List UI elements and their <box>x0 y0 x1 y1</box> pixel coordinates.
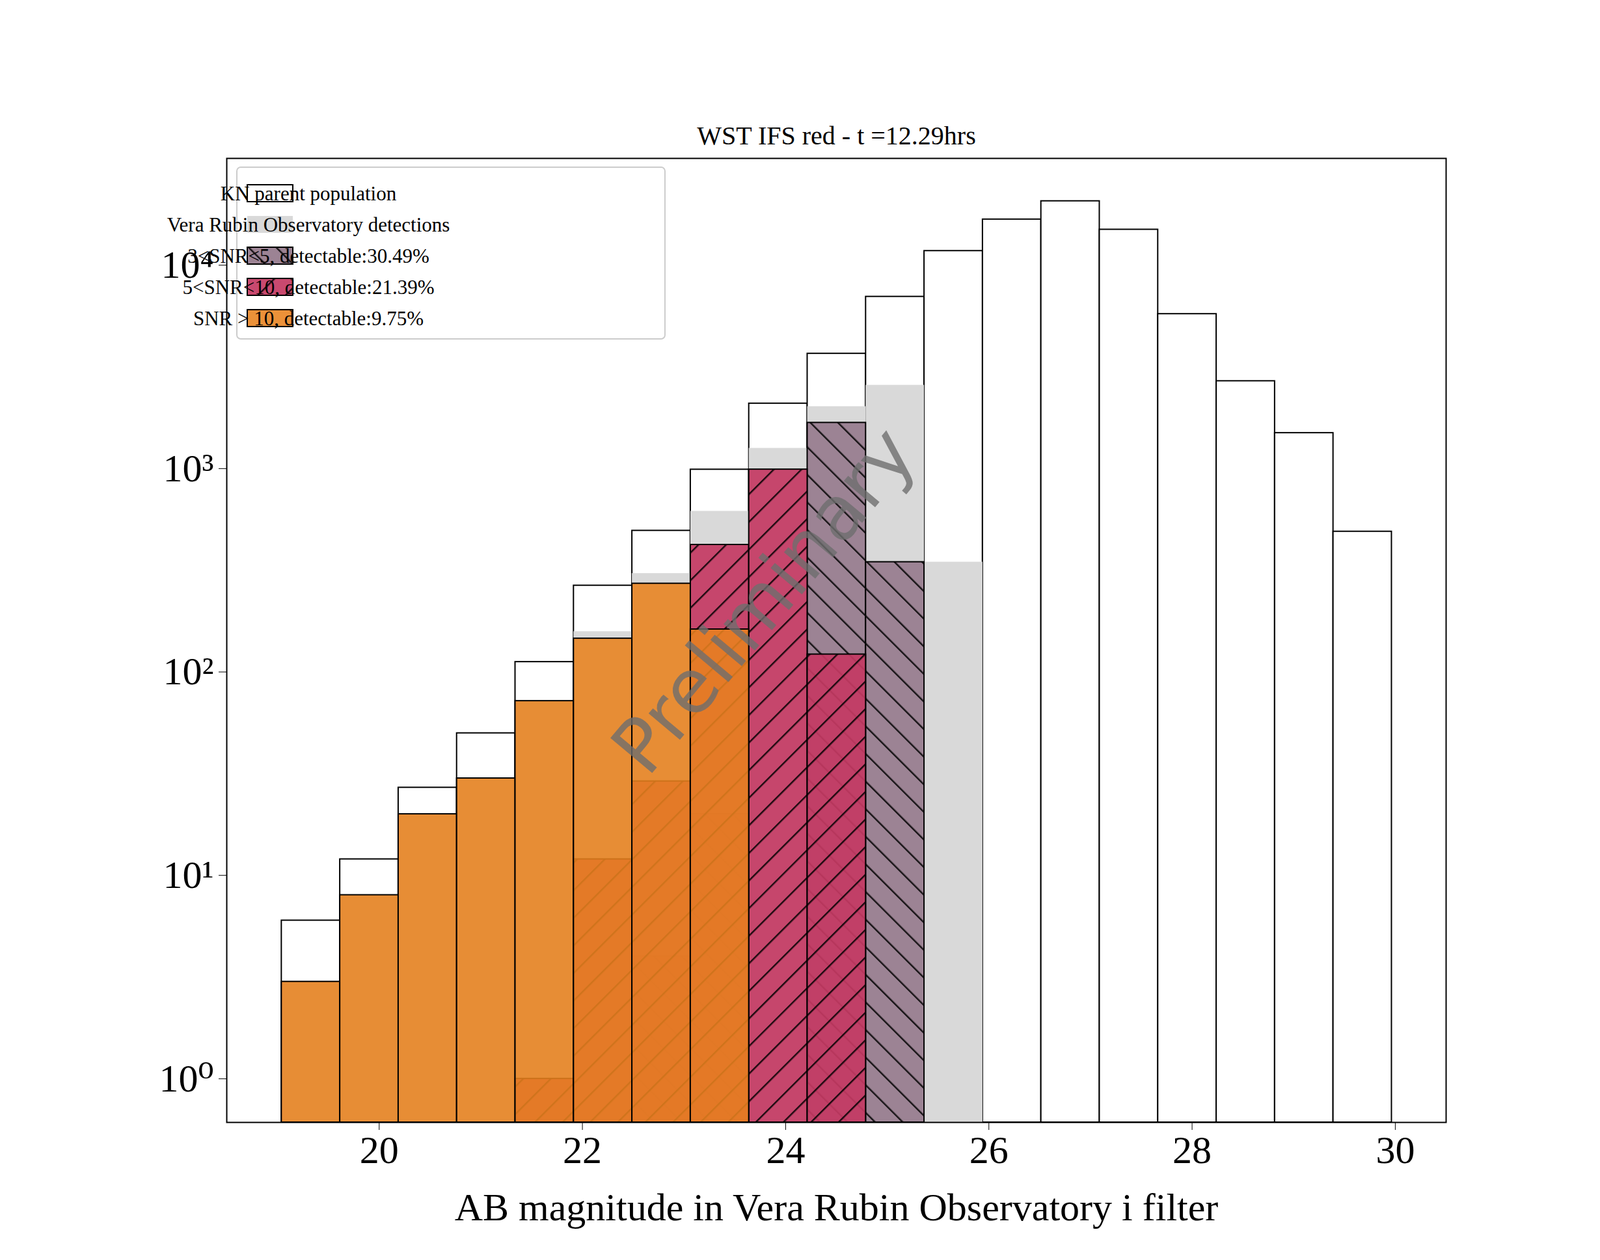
svg-text:30: 30 <box>1375 1128 1415 1172</box>
svg-text:26: 26 <box>969 1128 1009 1172</box>
svg-text:Vera Rubin Observatory detecti: Vera Rubin Observatory detections <box>167 213 451 237</box>
svg-text:KN parent population: KN parent population <box>220 182 397 205</box>
svg-text:20: 20 <box>359 1128 399 1172</box>
svg-text:3<SNR<5, detectable:30.49%: 3<SNR<5, detectable:30.49% <box>187 244 430 268</box>
svg-text:Preliminary: Preliminary <box>594 410 933 791</box>
svg-text:AB magnitude in Vera Rubin Obs: AB magnitude in Vera Rubin Observatory i… <box>454 1186 1219 1230</box>
svg-text:10³: 10³ <box>163 447 215 490</box>
svg-text:28: 28 <box>1172 1128 1212 1172</box>
svg-text:10¹: 10¹ <box>163 853 215 897</box>
svg-text:WST IFS red - t =12.29hrs: WST IFS red - t =12.29hrs <box>696 121 976 151</box>
svg-text:24: 24 <box>765 1128 805 1172</box>
svg-text:10²: 10² <box>163 650 215 693</box>
svg-text:22: 22 <box>562 1128 602 1172</box>
svg-text:5<SNR<10, detectable:21.39%: 5<SNR<10, detectable:21.39% <box>182 275 434 299</box>
svg-text:SNR > 10, detectable:9.75%: SNR > 10, detectable:9.75% <box>193 307 424 330</box>
svg-text:10⁰: 10⁰ <box>158 1057 214 1101</box>
